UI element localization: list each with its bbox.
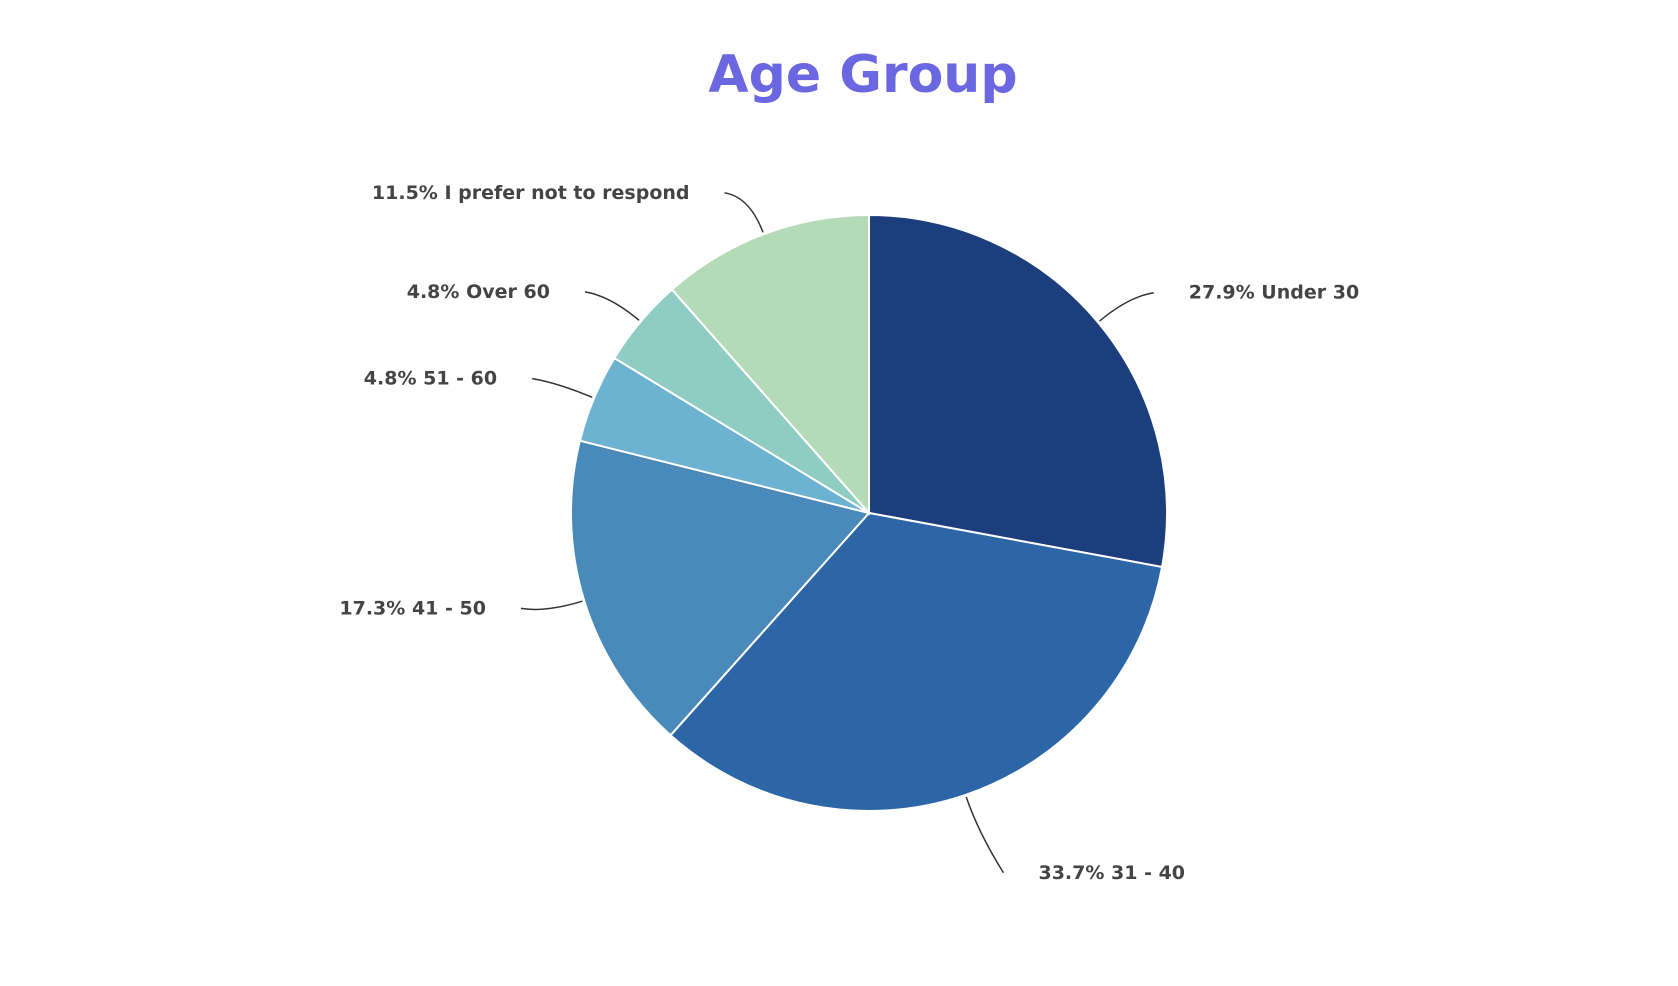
leader-line xyxy=(724,192,764,233)
leader-line xyxy=(1099,291,1154,322)
category-label: Over 60 xyxy=(466,280,550,302)
pie-slice xyxy=(868,213,1168,569)
leader-line xyxy=(965,796,1005,874)
value-label: 17.3% xyxy=(339,597,405,619)
leader-line xyxy=(532,377,593,399)
value-label: 33.7% xyxy=(1038,861,1104,883)
category-label: Under 30 xyxy=(1261,281,1359,303)
slice-label: 4.8% 51 - 60 xyxy=(364,367,497,389)
pie-slice xyxy=(570,439,871,737)
slice-label: 4.8% Over 60 xyxy=(407,280,550,302)
slice-label: 17.3% 41 - 50 xyxy=(339,597,486,619)
slice-label: 33.7% 31 - 40 xyxy=(1038,861,1185,883)
leader-line xyxy=(584,291,640,321)
category-label: I prefer not to respond xyxy=(444,181,689,203)
pie-slice xyxy=(669,511,1164,812)
pie-slice xyxy=(670,213,870,516)
category-label: 41 - 50 xyxy=(412,597,486,619)
category-label: 31 - 40 xyxy=(1111,861,1185,883)
slice-label: 11.5% I prefer not to respond xyxy=(372,181,690,203)
value-label: 4.8% xyxy=(364,367,417,389)
value-label: 11.5% xyxy=(372,181,438,203)
leader-line xyxy=(520,600,583,611)
slice-label: 27.9% Under 30 xyxy=(1189,281,1359,303)
chart-title: Age Group xyxy=(708,45,1017,105)
value-label: 4.8% xyxy=(407,280,460,302)
category-label: 51 - 60 xyxy=(423,367,497,389)
value-label: 27.9% xyxy=(1189,281,1255,303)
